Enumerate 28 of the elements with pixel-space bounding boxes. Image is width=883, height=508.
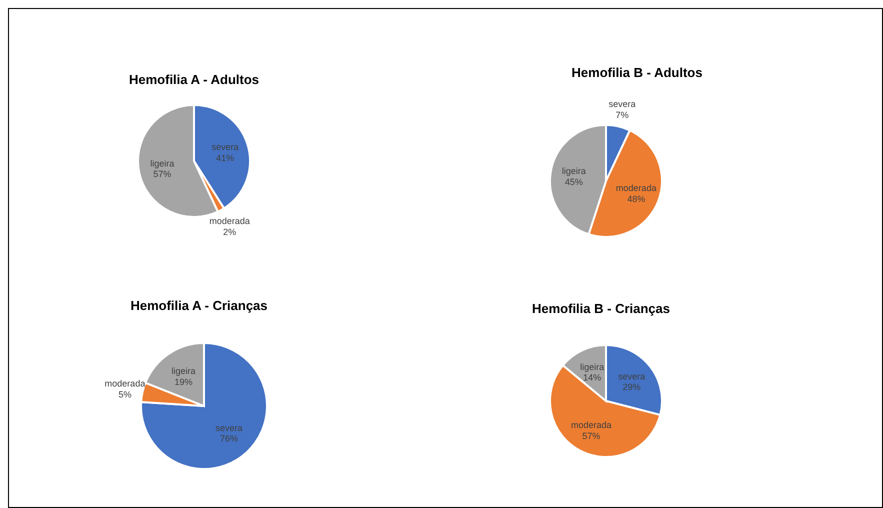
chart-title: Hemofilia B - Crianças	[531, 300, 671, 318]
slice-label: severa	[608, 98, 636, 109]
slice-label: moderada	[104, 378, 146, 389]
data-label: 48%	[627, 194, 646, 204]
data-label: 41%	[216, 152, 234, 163]
data-label: 57%	[582, 430, 600, 441]
slice-label: moderada	[570, 420, 612, 430]
chart-title: Hemofilia A - Adultos	[128, 71, 260, 89]
slice-label: moderada	[209, 216, 250, 226]
data-label: 76%	[220, 434, 238, 444]
chart-title: Hemofilia A - Crianças	[129, 297, 269, 315]
slice-label: severa	[618, 371, 646, 382]
slice-label: ligeira	[171, 366, 196, 376]
data-label: 5%	[118, 389, 132, 400]
slice-label: moderada	[616, 183, 656, 194]
data-label: 57%	[153, 169, 172, 180]
data-label: 14%	[583, 372, 602, 383]
data-label: 29%	[622, 382, 641, 392]
slice-label: ligeira	[562, 166, 586, 176]
data-label: 19%	[174, 376, 192, 387]
slice-label: ligeira	[580, 362, 604, 372]
data-label: 7%	[616, 110, 629, 120]
chart-title: Hemofilia B - Adultos	[570, 64, 704, 82]
slice-label: severa	[212, 142, 239, 152]
slice-label: ligeira	[150, 158, 174, 168]
data-label: 2%	[223, 226, 236, 237]
data-label: 45%	[564, 176, 583, 187]
slice-label: severa	[216, 422, 243, 433]
